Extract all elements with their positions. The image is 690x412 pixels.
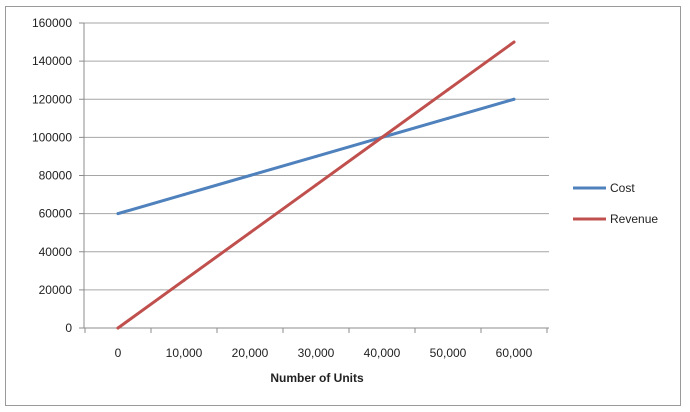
x-tick-label: 60,000: [496, 346, 533, 360]
data-point-cost: [182, 193, 186, 197]
data-point-revenue: [446, 88, 450, 92]
data-point-revenue: [182, 278, 186, 282]
y-tick-label: 0: [65, 321, 72, 335]
y-tick-label: 140000: [32, 54, 72, 68]
y-tick-label: 40000: [39, 245, 73, 259]
data-point-cost: [314, 154, 318, 158]
data-point-cost: [512, 97, 516, 101]
y-tick-label: 60000: [39, 207, 73, 221]
data-point-cost: [446, 116, 450, 120]
data-point-revenue: [380, 135, 384, 139]
x-tick-label: 10,000: [166, 346, 203, 360]
series-lines: [116, 40, 516, 330]
y-axis-ticks: 0 20000 40000 60000 80000 100000 120000 140000 1…: [32, 16, 84, 335]
data-point-cost: [248, 174, 252, 177]
y-tick-label: 100000: [32, 130, 72, 144]
x-tick-label: 30,000: [298, 346, 335, 360]
data-point-revenue: [116, 326, 120, 330]
gridlines: [84, 22, 549, 291]
x-tick-label: 0: [115, 346, 122, 360]
data-point-revenue: [248, 231, 252, 235]
x-axis-ticks: 0 10,000 20,000 30,000 40,000 50,000 60,000: [84, 328, 548, 360]
x-tick-label: 20,000: [232, 346, 269, 360]
y-tick-label: 80000: [39, 169, 73, 183]
data-point-revenue: [314, 183, 318, 187]
y-tick-label: 20000: [39, 283, 73, 297]
legend-label-cost: Cost: [610, 181, 635, 195]
legend-label-revenue: Revenue: [610, 212, 658, 226]
x-tick-label: 50,000: [430, 346, 467, 360]
legend: Cost Revenue: [573, 181, 658, 226]
y-tick-label: 120000: [32, 92, 72, 106]
y-tick-label: 160000: [32, 16, 72, 30]
x-tick-label: 40,000: [364, 346, 401, 360]
chart-frame: [5, 6, 681, 406]
data-point-cost: [116, 212, 120, 216]
data-point-revenue: [512, 40, 516, 44]
x-axis-title: Number of Units: [270, 371, 364, 385]
